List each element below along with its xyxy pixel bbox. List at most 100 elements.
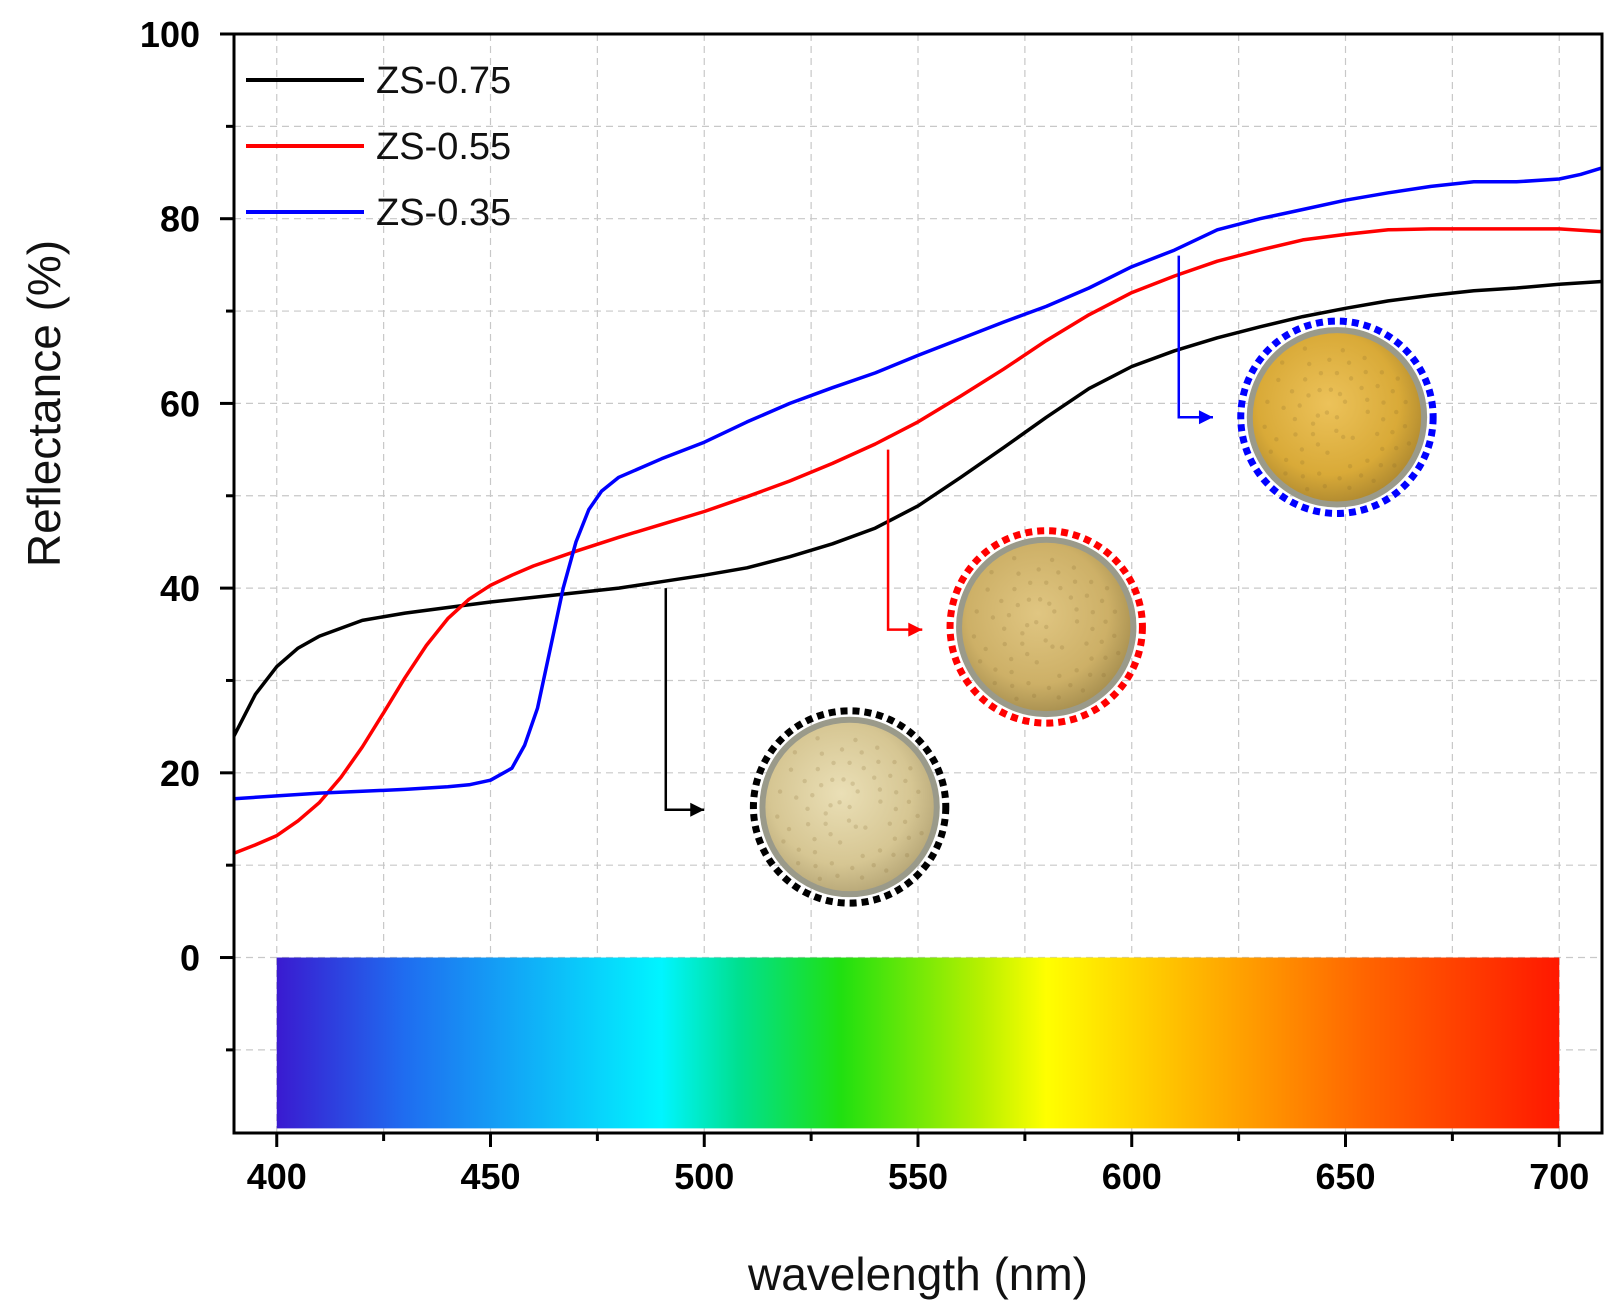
powder-grain [892, 759, 897, 765]
powder-grain [1090, 610, 1096, 615]
powder-grain [916, 789, 921, 794]
powder-grain [1378, 462, 1384, 468]
powder-grain [1390, 389, 1395, 394]
powder-grain [990, 615, 996, 620]
powder-grain [817, 876, 823, 882]
powder-grain [884, 868, 889, 873]
powder-grain [1087, 672, 1093, 677]
powder-grain [1056, 570, 1061, 575]
powder-grain [1315, 413, 1321, 418]
powder-grain [1089, 656, 1094, 661]
powder-grain [1394, 409, 1399, 415]
powder-grain [1009, 683, 1015, 689]
powder-grain [1281, 405, 1286, 411]
powder-grain [815, 736, 820, 741]
powder-grain [1002, 641, 1007, 647]
powder-grain [1325, 450, 1330, 455]
powder-grain [847, 804, 852, 810]
powder-grain [1006, 612, 1012, 618]
powder-grain [1297, 403, 1302, 408]
annotation-connector-ZS-0.75 [664, 588, 705, 812]
powder-grain [775, 814, 780, 819]
powder-grain [1363, 369, 1368, 375]
powder-grain [1280, 360, 1285, 365]
powder-grain [1068, 682, 1073, 688]
series-line-ZS-0.55 [234, 227, 1602, 855]
powder-grain [828, 831, 833, 837]
powder-grain [1044, 624, 1049, 630]
powder-grain [1302, 377, 1308, 382]
powder-grain [1020, 631, 1025, 636]
y-tick-label: 100 [140, 14, 200, 55]
powder-grain [861, 765, 866, 771]
powder-grain [1103, 655, 1108, 660]
series-line-ZS-0.75 [234, 279, 1602, 737]
powder-grain [977, 659, 983, 664]
sample-ring-ZS-0.75 [749, 707, 950, 907]
powder-grain [1090, 626, 1095, 632]
powder-grain [1348, 376, 1354, 381]
powder-grain [888, 773, 893, 778]
powder-grain [1014, 696, 1019, 701]
powder-grain [1025, 651, 1030, 657]
powder-grain [1292, 416, 1298, 422]
powder-grain [823, 821, 828, 826]
powder-grain [1056, 695, 1061, 700]
powder-grain [1317, 387, 1322, 393]
powder-grain [1012, 556, 1017, 561]
annotation-connector-ZS-0.55 [886, 449, 923, 631]
powder-grain [906, 799, 912, 805]
powder-grain [971, 634, 977, 639]
powder-grain [1072, 579, 1078, 584]
powder-grain [863, 825, 868, 830]
powder-grain [792, 750, 798, 755]
powder-grain [1074, 607, 1079, 612]
sample-ring-ZS-0.55 [946, 527, 1146, 727]
x-tick-label: 450 [460, 1156, 520, 1197]
sample-powder-ZS-0.35 [1252, 333, 1422, 502]
powder-grain [853, 737, 858, 743]
powder-grain [853, 824, 859, 829]
legend-label-ZS-0.75: ZS-0.75 [376, 60, 511, 102]
powder-grain [860, 853, 865, 859]
powder-grain [1112, 609, 1118, 614]
powder-grain [872, 775, 877, 780]
powder-grain [835, 873, 840, 879]
powder-grain [1322, 483, 1328, 489]
powder-grain [837, 840, 843, 845]
powder-grain [1300, 474, 1306, 479]
annotation-layer [664, 255, 1437, 907]
powder-grain [1300, 460, 1305, 465]
powder-grain [1088, 579, 1094, 585]
powder-grain [1001, 626, 1007, 631]
powder-grain [855, 789, 860, 794]
powder-grain [794, 795, 799, 800]
powder-grain [877, 848, 883, 853]
powder-grain [1347, 485, 1352, 491]
powder-grain [891, 852, 896, 858]
y-tick-label: 20 [160, 753, 200, 794]
powder-grain [1283, 471, 1288, 476]
powder-grain [1334, 415, 1340, 420]
powder-grain [1036, 567, 1041, 572]
powder-grain [1365, 397, 1370, 402]
powder-grain [1084, 641, 1089, 646]
powder-grain [1276, 377, 1281, 383]
powder-grain [1380, 417, 1386, 422]
powder-grain [1012, 586, 1017, 592]
powder-grain [823, 811, 828, 816]
powder-grain [1346, 360, 1352, 365]
powder-grain [1306, 393, 1311, 398]
powder-grain [1371, 478, 1376, 483]
powder-grain [1020, 641, 1025, 646]
y-tick-label: 0 [180, 938, 200, 979]
powder-grain [812, 836, 817, 842]
powder-grain [1037, 597, 1043, 602]
powder-grain [1101, 672, 1106, 678]
powder-grain [1074, 668, 1079, 673]
powder-grain [1304, 486, 1310, 492]
powder-grain [989, 569, 994, 575]
powder-grain [1068, 595, 1074, 600]
powder-grain [1268, 449, 1273, 454]
